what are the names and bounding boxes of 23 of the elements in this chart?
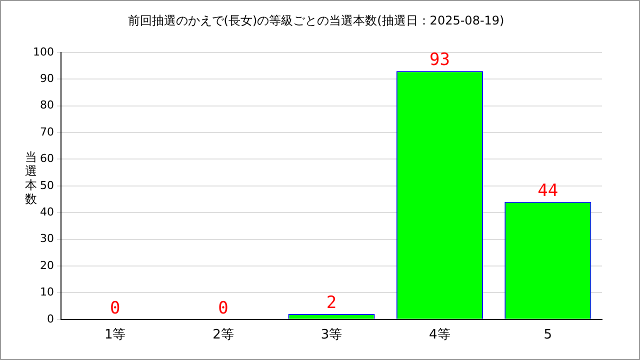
y-tick-label: 90 [40,72,54,85]
y-tick-label: 40 [40,205,54,218]
y-tick-label: 0 [46,312,54,326]
y-tick-label: 20 [40,258,54,272]
data-label: 0 [218,298,228,318]
data-label: 93 [429,50,450,70]
x-tick-label: 4等 [429,328,450,343]
data-label: 0 [110,298,120,318]
data-label: 44 [538,180,558,201]
y-tick-label: 70 [40,125,54,138]
y-tick-label: 100 [32,45,54,58]
chart-title: 前回抽選のかえで(長女)の等級ごとの当選本数(抽選日：2025-08-19) [128,13,504,28]
x-tick-label: 5 [544,328,552,343]
x-tick-label: 2等 [212,328,234,343]
y-tick-label: 30 [40,232,54,246]
y-tick-label: 80 [40,98,54,112]
data-label: 2 [326,292,337,313]
x-tick-label: 3等 [320,328,342,343]
y-tick-label: 50 [40,178,54,192]
y-axis-title: 当選本数 [24,150,38,206]
x-tick-label: 1等 [104,328,126,343]
y-tick-label: 60 [40,152,54,166]
y-tick-label: 10 [40,286,54,299]
